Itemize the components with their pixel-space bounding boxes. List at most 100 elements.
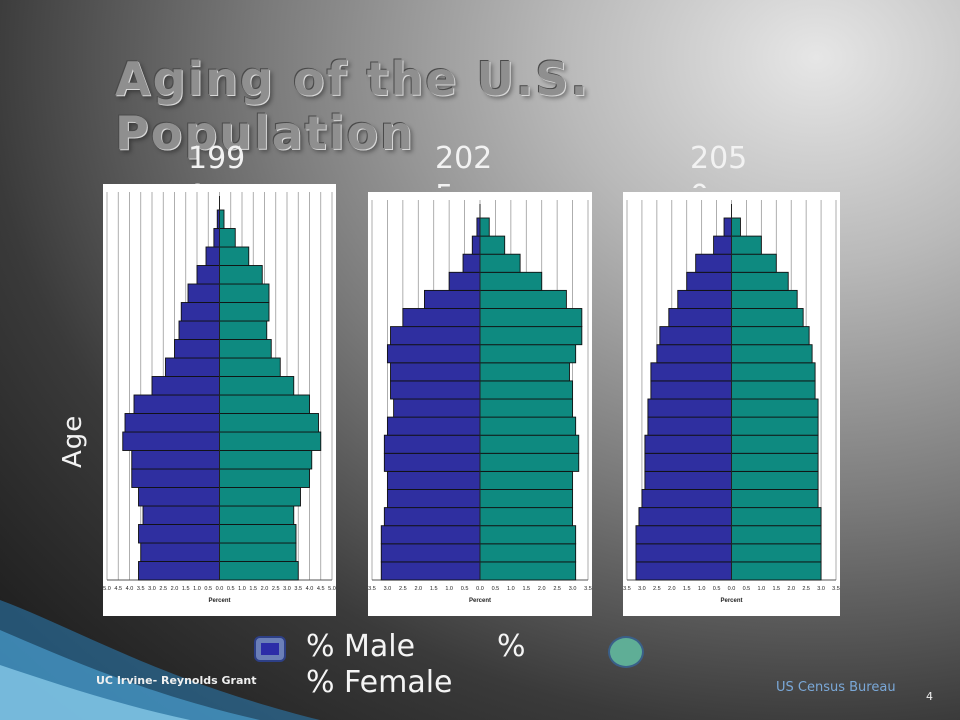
- male-bar: [686, 271, 732, 291]
- x-tick-label: 0.5: [461, 586, 469, 592]
- x-tick-label: 3.5: [137, 586, 145, 592]
- male-bar: [386, 416, 481, 436]
- x-tick-label: 2.5: [272, 586, 280, 592]
- female-bar: [479, 507, 574, 527]
- male-bar: [713, 235, 732, 255]
- x-axis-label: Percent: [720, 598, 742, 604]
- slide-title: Aging of the U.S. Population: [115, 52, 590, 160]
- male-bar: [138, 524, 220, 544]
- female-bar: [219, 468, 310, 488]
- female-bar: [731, 308, 804, 328]
- female-bar: [219, 246, 250, 266]
- female-bar: [731, 452, 819, 472]
- page-number: 4: [926, 690, 933, 703]
- female-bar: [479, 489, 574, 509]
- male-bar: [380, 525, 481, 545]
- x-tick-label: 0.0: [216, 586, 224, 592]
- x-tick-label: 3.5: [368, 586, 376, 592]
- female-bar: [731, 489, 819, 509]
- male-bar: [383, 507, 481, 527]
- legend-female-swatch: [608, 636, 644, 668]
- female-bar: [479, 289, 567, 309]
- x-tick-label: 3.5: [584, 586, 592, 592]
- female-bar: [219, 320, 268, 340]
- x-tick-label: 1.0: [445, 586, 453, 592]
- male-bar: [656, 344, 732, 364]
- x-tick-label: 3.5: [623, 586, 631, 592]
- female-bar: [731, 434, 819, 454]
- female-bar: [731, 289, 798, 309]
- female-bar: [219, 561, 299, 581]
- female-bar: [479, 561, 577, 581]
- x-tick-label: 1.0: [238, 586, 246, 592]
- male-bar: [138, 561, 220, 581]
- legend-female-label: %: [497, 629, 526, 664]
- pyramid-chart-2050: 3.5 3.0 2.5 2.0 1.5 1.0 0.5 0.0 0.5 1.0 1.5 2.0 2.5 3…: [623, 200, 840, 604]
- female-bar: [479, 217, 490, 237]
- male-bar: [659, 326, 732, 346]
- female-bar: [731, 362, 816, 382]
- male-bar: [448, 271, 481, 291]
- female-bar: [219, 283, 270, 303]
- male-bar: [131, 450, 220, 470]
- x-tick-label: 2.0: [171, 586, 179, 592]
- female-bar: [731, 217, 741, 237]
- x-tick-label: 2.0: [261, 586, 269, 592]
- x-tick-label: 1.0: [698, 586, 706, 592]
- male-bar: [383, 452, 481, 472]
- male-bar: [723, 217, 732, 237]
- male-bar: [390, 326, 481, 346]
- male-bar: [635, 543, 732, 563]
- female-bar: [219, 394, 310, 414]
- male-bar: [131, 468, 220, 488]
- x-tick-label: 3.0: [817, 586, 825, 592]
- pyramid-panel-2025: 3.5 3.0 2.5 2.0 1.5 1.0 0.5 0.0 0.5 1.0 1.5 2.0 2.5 3…: [368, 192, 592, 616]
- x-tick-label: 5.0: [328, 586, 336, 592]
- female-bar: [731, 470, 819, 490]
- pyramid-chart-2025: 3.5 3.0 2.5 2.0 1.5 1.0 0.5 0.0 0.5 1.0 1.5 2.0 2.5 3…: [368, 200, 592, 604]
- male-bar: [380, 561, 481, 581]
- female-bar: [731, 561, 822, 581]
- x-tick-label: 1.0: [758, 586, 766, 592]
- male-bar: [650, 362, 732, 382]
- male-bar: [187, 283, 220, 303]
- male-bar: [424, 289, 481, 309]
- female-bar: [219, 450, 313, 470]
- male-bar: [635, 561, 732, 581]
- female-bar: [479, 362, 570, 382]
- x-tick-label: 1.5: [430, 586, 438, 592]
- x-tick-label: 1.5: [772, 586, 780, 592]
- x-tick-label: 2.0: [414, 586, 422, 592]
- female-bar: [479, 308, 583, 328]
- female-bar: [219, 431, 322, 451]
- x-tick-label: 2.5: [802, 586, 810, 592]
- x-tick-label: 3.0: [384, 586, 392, 592]
- male-bar: [205, 246, 220, 266]
- female-bar: [731, 253, 777, 273]
- female-bar: [219, 524, 297, 544]
- female-bar: [219, 339, 272, 359]
- male-bar: [641, 489, 732, 509]
- male-bar: [174, 339, 220, 359]
- x-tick-label: 0.5: [743, 586, 751, 592]
- male-bar: [178, 320, 220, 340]
- female-bar: [219, 542, 297, 562]
- female-bar: [731, 271, 789, 291]
- legend-male-label: % Male: [306, 629, 416, 664]
- female-bar: [479, 434, 580, 454]
- male-bar: [402, 308, 481, 328]
- x-tick-label: 3.0: [569, 586, 577, 592]
- female-bar: [731, 507, 822, 527]
- male-bar: [471, 235, 481, 255]
- x-tick-label: 3.0: [638, 586, 646, 592]
- male-bar: [647, 398, 732, 418]
- x-tick-label: 0.5: [492, 586, 500, 592]
- x-tick-label: 2.5: [653, 586, 661, 592]
- male-bar: [133, 394, 220, 414]
- male-bar: [124, 413, 220, 433]
- female-bar: [219, 209, 225, 229]
- x-tick-label: 4.0: [306, 586, 314, 592]
- male-bar: [695, 253, 732, 273]
- x-tick-label: 0.0: [476, 586, 484, 592]
- x-tick-label: 4.5: [317, 586, 325, 592]
